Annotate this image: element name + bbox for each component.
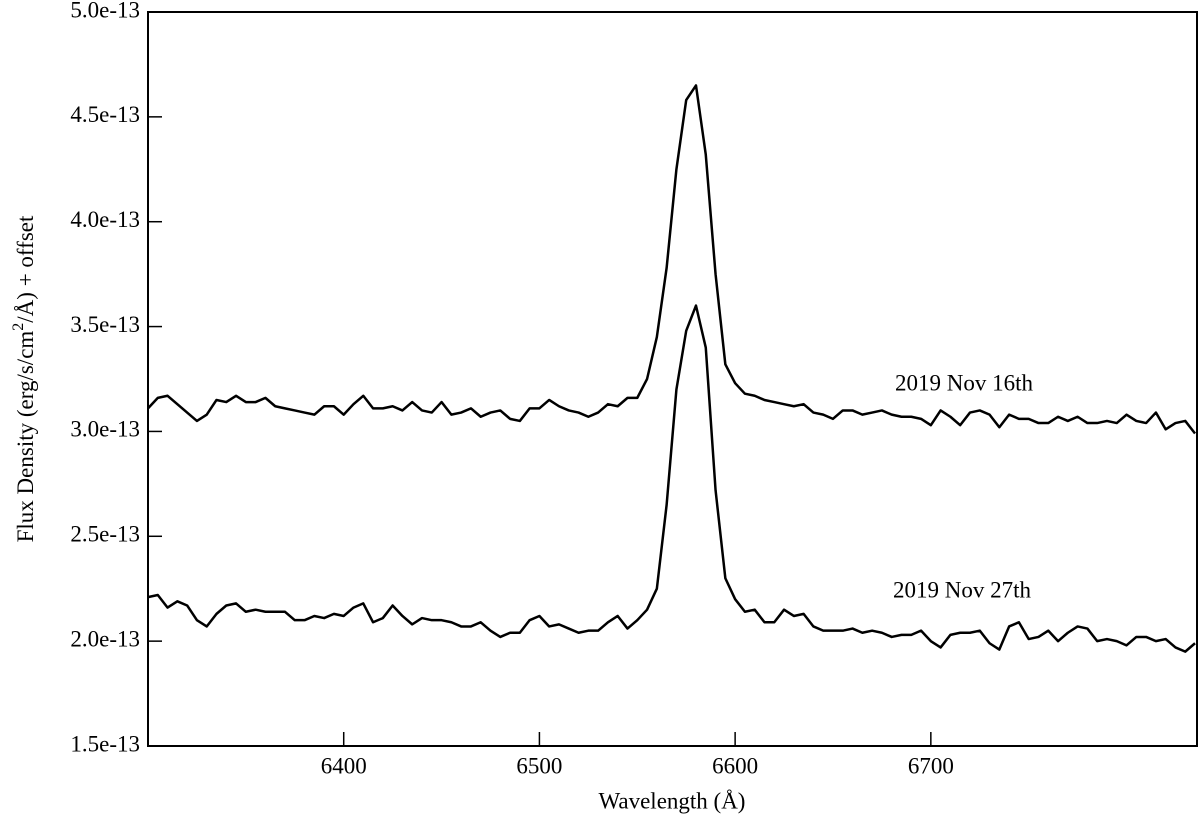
y-tick-label: 2.5e-13 — [70, 522, 140, 547]
y-axis-label-part: /Å) + offset — [13, 215, 38, 323]
y-axis-label-sup: 2 — [10, 323, 27, 331]
series-annotation: 2019 Nov 16th — [895, 370, 1034, 395]
y-tick-label: 2.0e-13 — [70, 626, 140, 651]
y-tick-label: 4.0e-13 — [70, 207, 140, 232]
plot-frame — [147, 11, 1198, 747]
y-tick-label: 3.5e-13 — [70, 312, 140, 337]
series-annotation: 2019 Nov 27th — [893, 577, 1032, 602]
y-axis-label-part: Flux Density (erg/s/cm — [13, 331, 38, 543]
x-tick-label: 6700 — [908, 753, 954, 778]
y-tick-label: 5.0e-13 — [70, 0, 140, 22]
x-tick-label: 6600 — [712, 753, 758, 778]
y-tick-label: 1.5e-13 — [70, 731, 140, 756]
x-axis-label: Wavelength (Å) — [599, 788, 746, 813]
spectrum-line — [147, 84, 1197, 435]
y-tick-label: 3.0e-13 — [70, 417, 140, 442]
y-axis-label: Flux Density (erg/s/cm2/Å) + offset — [10, 215, 39, 542]
spectrum-line — [147, 304, 1196, 653]
y-tick-label: 4.5e-13 — [70, 102, 140, 127]
x-tick-label: 6500 — [516, 753, 562, 778]
x-tick-label: 6400 — [321, 753, 367, 778]
